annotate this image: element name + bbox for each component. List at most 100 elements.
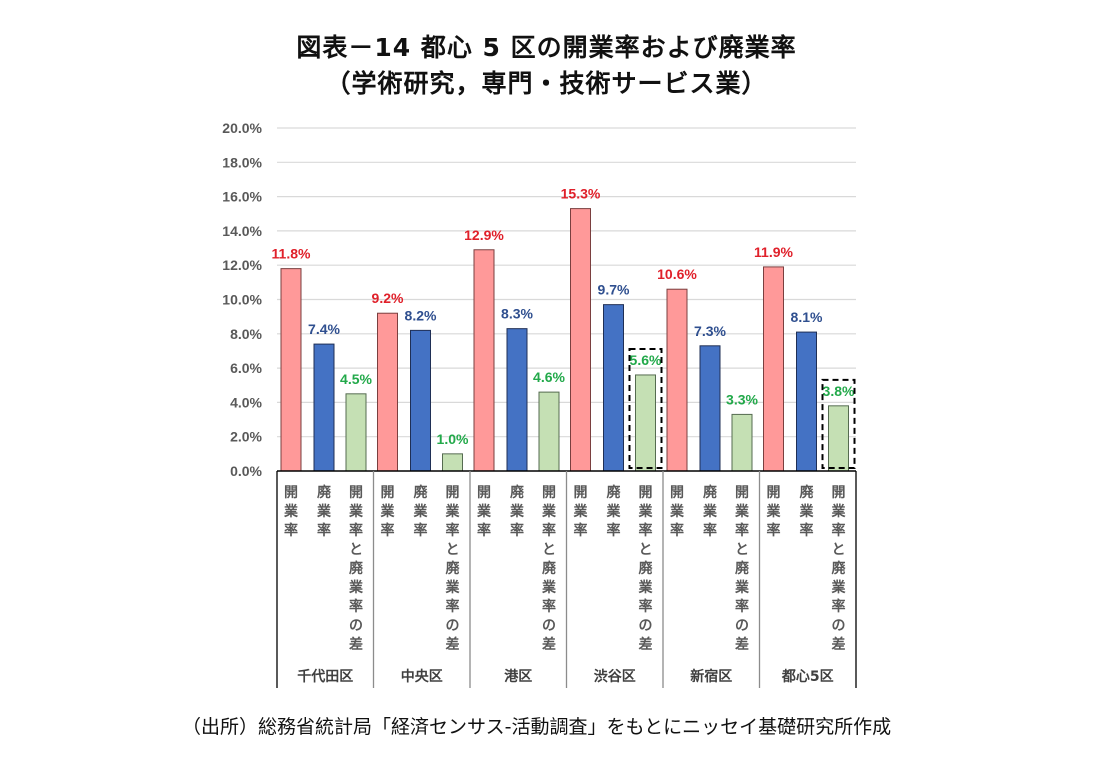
data-label: 8.1%	[791, 309, 823, 325]
category-label-char: 率	[639, 598, 653, 615]
data-label: 8.2%	[405, 307, 437, 323]
category-label-char: 率	[542, 598, 556, 615]
bar	[538, 391, 560, 472]
bar	[377, 312, 398, 472]
bar	[731, 413, 753, 472]
category-label-char: と	[639, 542, 653, 558]
y-tick-label: 8.0%	[230, 326, 262, 342]
category-label-char: 業	[283, 503, 299, 520]
source-note: （出所）総務省統計局「経済センサス-活動調査」をもとにニッセイ基礎研究所作成	[182, 716, 892, 738]
category-label-char: 開	[574, 485, 588, 501]
chart-subtitle: （学術研究，専門・技術サービス業）	[325, 69, 768, 98]
category-label-char: 開	[349, 485, 363, 501]
category-label-char: 業	[831, 503, 847, 520]
category-label-char: と	[446, 542, 460, 558]
bar	[313, 343, 335, 472]
category-label-char: 業	[541, 579, 557, 596]
data-label: 4.5%	[340, 371, 372, 387]
category-label-char: の	[349, 618, 363, 634]
category-label-char: 差	[735, 636, 749, 653]
category-label-char: の	[542, 618, 556, 634]
category-label-char: 廃	[446, 560, 461, 577]
y-tick-label: 6.0%	[230, 360, 262, 376]
data-label: 10.6%	[657, 266, 697, 282]
category-label-char: と	[542, 542, 556, 558]
highlight-box	[821, 378, 856, 470]
category-label-char: 率	[607, 522, 621, 539]
bar	[603, 304, 624, 472]
category-label-char: 業	[476, 503, 492, 520]
data-labels: 11.8% 7.4% 4.5% 9.2%8.2% 1.0% 12.9% 8.3% 4.6% 15…	[272, 186, 856, 470]
data-label: 9.7%	[598, 282, 630, 298]
category-label-char: 業	[831, 579, 847, 596]
data-label: 15.3%	[561, 186, 601, 202]
data-label: 3.3%	[726, 391, 758, 407]
category-label-char: 率	[317, 522, 331, 539]
category-label-char: と	[832, 542, 846, 558]
bar	[345, 393, 367, 472]
category-label-char: 廃	[510, 484, 525, 501]
category-label-char: 業	[766, 503, 782, 520]
group-label: 都心5区	[781, 669, 834, 685]
category-label-char: 業	[541, 503, 557, 520]
category-label-char: 業	[445, 579, 461, 596]
data-label: 12.9%	[464, 227, 504, 243]
category-label-char: 業	[316, 503, 332, 520]
category-label-char: の	[446, 618, 460, 634]
category-label-char: 開	[381, 485, 395, 501]
data-label: 9.2%	[372, 290, 404, 306]
category-label-char: の	[735, 618, 749, 634]
bar	[796, 331, 817, 472]
category-label-char: 率	[414, 522, 428, 539]
category-label-char: の	[639, 618, 653, 634]
category-label-char: 率	[446, 522, 460, 539]
y-tick-label: 0.0%	[230, 463, 262, 479]
category-label-char: 率	[670, 522, 684, 539]
category-label-char: 廃	[735, 560, 750, 577]
gridlines	[277, 127, 856, 438]
data-label: 11.9%	[754, 244, 793, 260]
bar	[666, 288, 688, 472]
y-tick-label: 2.0%	[230, 429, 262, 445]
category-label-char: 業	[606, 503, 622, 520]
category-label-char: 率	[574, 522, 588, 539]
category-label-char: 業	[734, 579, 750, 596]
category-label-char: 率	[832, 598, 846, 615]
group-label: 港区	[504, 668, 532, 685]
category-label-char: 開	[639, 485, 653, 501]
category-label-char: 率	[510, 522, 524, 539]
category-label-char: 廃	[800, 484, 815, 501]
category-label-char: 率	[832, 522, 846, 539]
category-label-char: 業	[348, 579, 364, 596]
category-label-char: 業	[702, 503, 718, 520]
data-label: 7.4%	[308, 321, 340, 337]
group-label: 中央区	[401, 668, 443, 685]
data-label: 8.3%	[501, 306, 533, 322]
category-label-char: 廃	[414, 484, 429, 501]
y-tick-label: 18.0%	[222, 154, 262, 170]
bar	[763, 266, 784, 472]
data-label: 11.8%	[272, 246, 311, 262]
category-label-char: 率	[767, 522, 781, 539]
category-label-char: 率	[800, 522, 814, 539]
category-label-char: 業	[348, 503, 364, 520]
category-label-char: と	[349, 542, 363, 558]
chart-title: 図表－14 都心 5 区の開業率および廃業率	[296, 33, 797, 62]
category-label-char: 廃	[607, 484, 622, 501]
y-tick-label: 20.0%	[222, 120, 262, 136]
bar	[828, 405, 849, 472]
bar	[410, 329, 431, 472]
bar	[280, 268, 302, 472]
category-label-char: 率	[446, 598, 460, 615]
y-tick-label: 10.0%	[222, 292, 262, 308]
category-label-char: の	[832, 618, 846, 634]
category-label-char: 開	[284, 485, 298, 501]
category-label-char: 率	[639, 522, 653, 539]
category-label-char: 業	[638, 579, 654, 596]
category-label-char: 率	[735, 522, 749, 539]
data-label: 5.6%	[630, 352, 662, 368]
category-label-char: 業	[669, 503, 685, 520]
bar	[473, 249, 495, 472]
y-tick-label: 12.0%	[222, 257, 262, 273]
